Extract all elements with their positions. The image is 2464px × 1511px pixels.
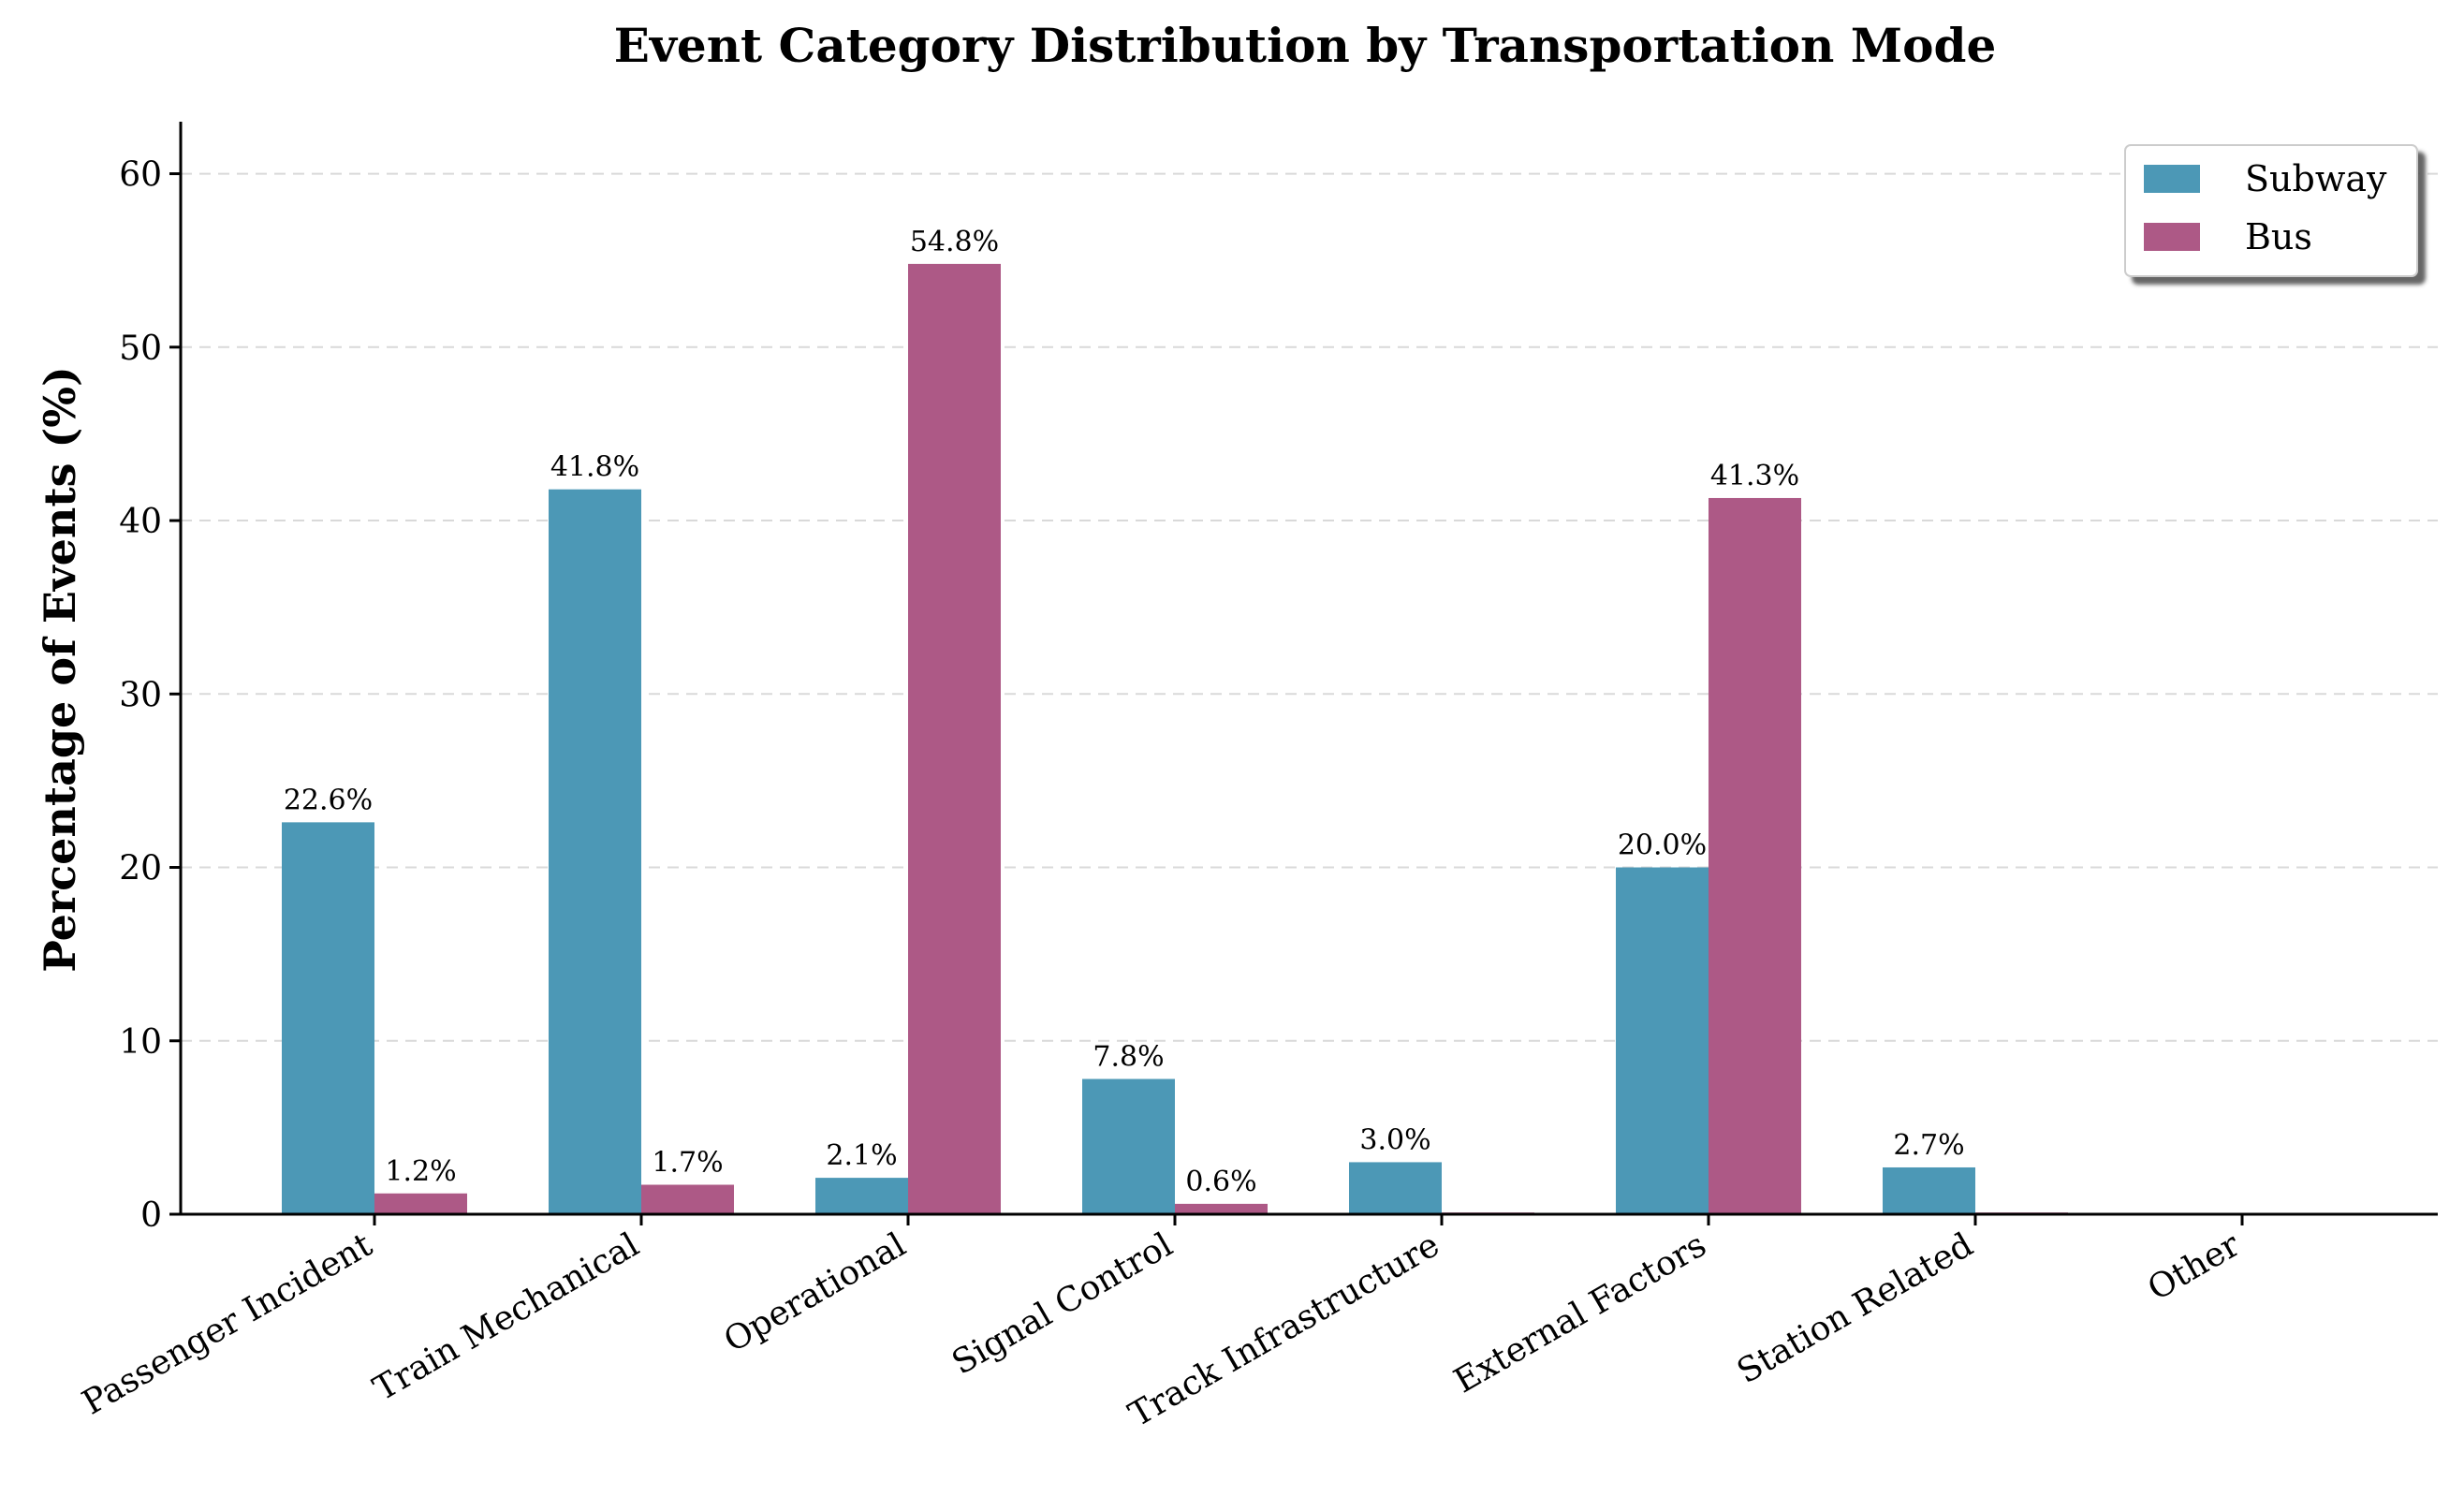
x-tick-label-signal-control: Signal Control	[946, 1225, 1179, 1383]
x-tick-label-other: Other	[2141, 1225, 2247, 1309]
data-label-bus-train-mechanical: 1.7%	[652, 1147, 723, 1180]
y-ticks: 0 10 20 30 40 50 60	[119, 156, 181, 1235]
gridlines	[181, 172, 2438, 1042]
y-tick-label-30: 30	[119, 676, 162, 714]
bar-subway-external-factors	[1616, 867, 1709, 1214]
data-label-subway-track-infrastructure: 3.0%	[1359, 1123, 1430, 1156]
bar-subway-operational	[815, 1178, 908, 1214]
x-tick-label-station-related: Station Related	[1731, 1225, 1980, 1391]
bar-subway-track-infrastructure	[1349, 1162, 1442, 1214]
x-tick-label-train-mechanical: Train Mechanical	[367, 1225, 645, 1408]
data-label-subway-passenger-incident: 22.6%	[284, 784, 373, 816]
data-label-bus-signal-control: 0.6%	[1185, 1166, 1256, 1198]
axes	[179, 122, 2438, 1216]
y-tick-label-40: 40	[119, 503, 162, 541]
y-tick-label-10: 10	[119, 1023, 162, 1062]
y-tick-label-50: 50	[119, 330, 162, 368]
x-tick-label-passenger-incident: Passenger Incident	[76, 1225, 379, 1423]
data-labels: 22.6% 41.8% 2.1% 7.8% 3.0% 20.0% 2.7% 1.2% 1.7% 5…	[284, 226, 1965, 1198]
legend-label-bus: Bus	[2245, 216, 2312, 257]
legend: Subway Bus	[2124, 144, 2418, 277]
bar-bus-signal-control	[1175, 1203, 1268, 1214]
data-label-subway-operational: 2.1%	[826, 1139, 897, 1172]
data-label-bus-passenger-incident: 1.2%	[385, 1155, 456, 1188]
bar-bus-passenger-incident	[374, 1193, 467, 1214]
data-label-subway-signal-control: 7.8%	[1093, 1041, 1164, 1074]
x-tick-label-external-factors: External Factors	[1447, 1225, 1712, 1401]
y-axis-label: Percentage of Events (%)	[35, 366, 85, 972]
data-label-bus-operational: 54.8%	[910, 226, 999, 258]
bar-bus-train-mechanical	[641, 1184, 734, 1214]
chart-title: Event Category Distribution by Transport…	[614, 18, 1997, 73]
bar-subway-passenger-incident	[282, 822, 374, 1214]
bar-subway-signal-control	[1082, 1078, 1175, 1214]
data-label-subway-station-related: 2.7%	[1893, 1129, 1964, 1162]
data-label-bus-external-factors: 41.3%	[1710, 460, 1799, 492]
bar-subway-train-mechanical	[549, 489, 641, 1214]
y-tick-label-60: 60	[119, 156, 162, 195]
bar-bus-operational	[908, 263, 1001, 1214]
y-tick-label-20: 20	[119, 850, 162, 888]
y-tick-label-0: 0	[140, 1196, 162, 1235]
legend-label-subway: Subway	[2245, 158, 2387, 199]
bar-bus-external-factors	[1709, 497, 1801, 1214]
data-label-subway-external-factors: 20.0%	[1618, 829, 1707, 862]
legend-swatch-bus	[2144, 223, 2200, 251]
data-label-subway-train-mechanical: 41.8%	[550, 451, 639, 484]
bar-subway-station-related	[1883, 1166, 1975, 1214]
bars	[282, 263, 2068, 1214]
legend-swatch-subway	[2144, 165, 2200, 193]
x-tick-label-operational: Operational	[718, 1225, 913, 1360]
